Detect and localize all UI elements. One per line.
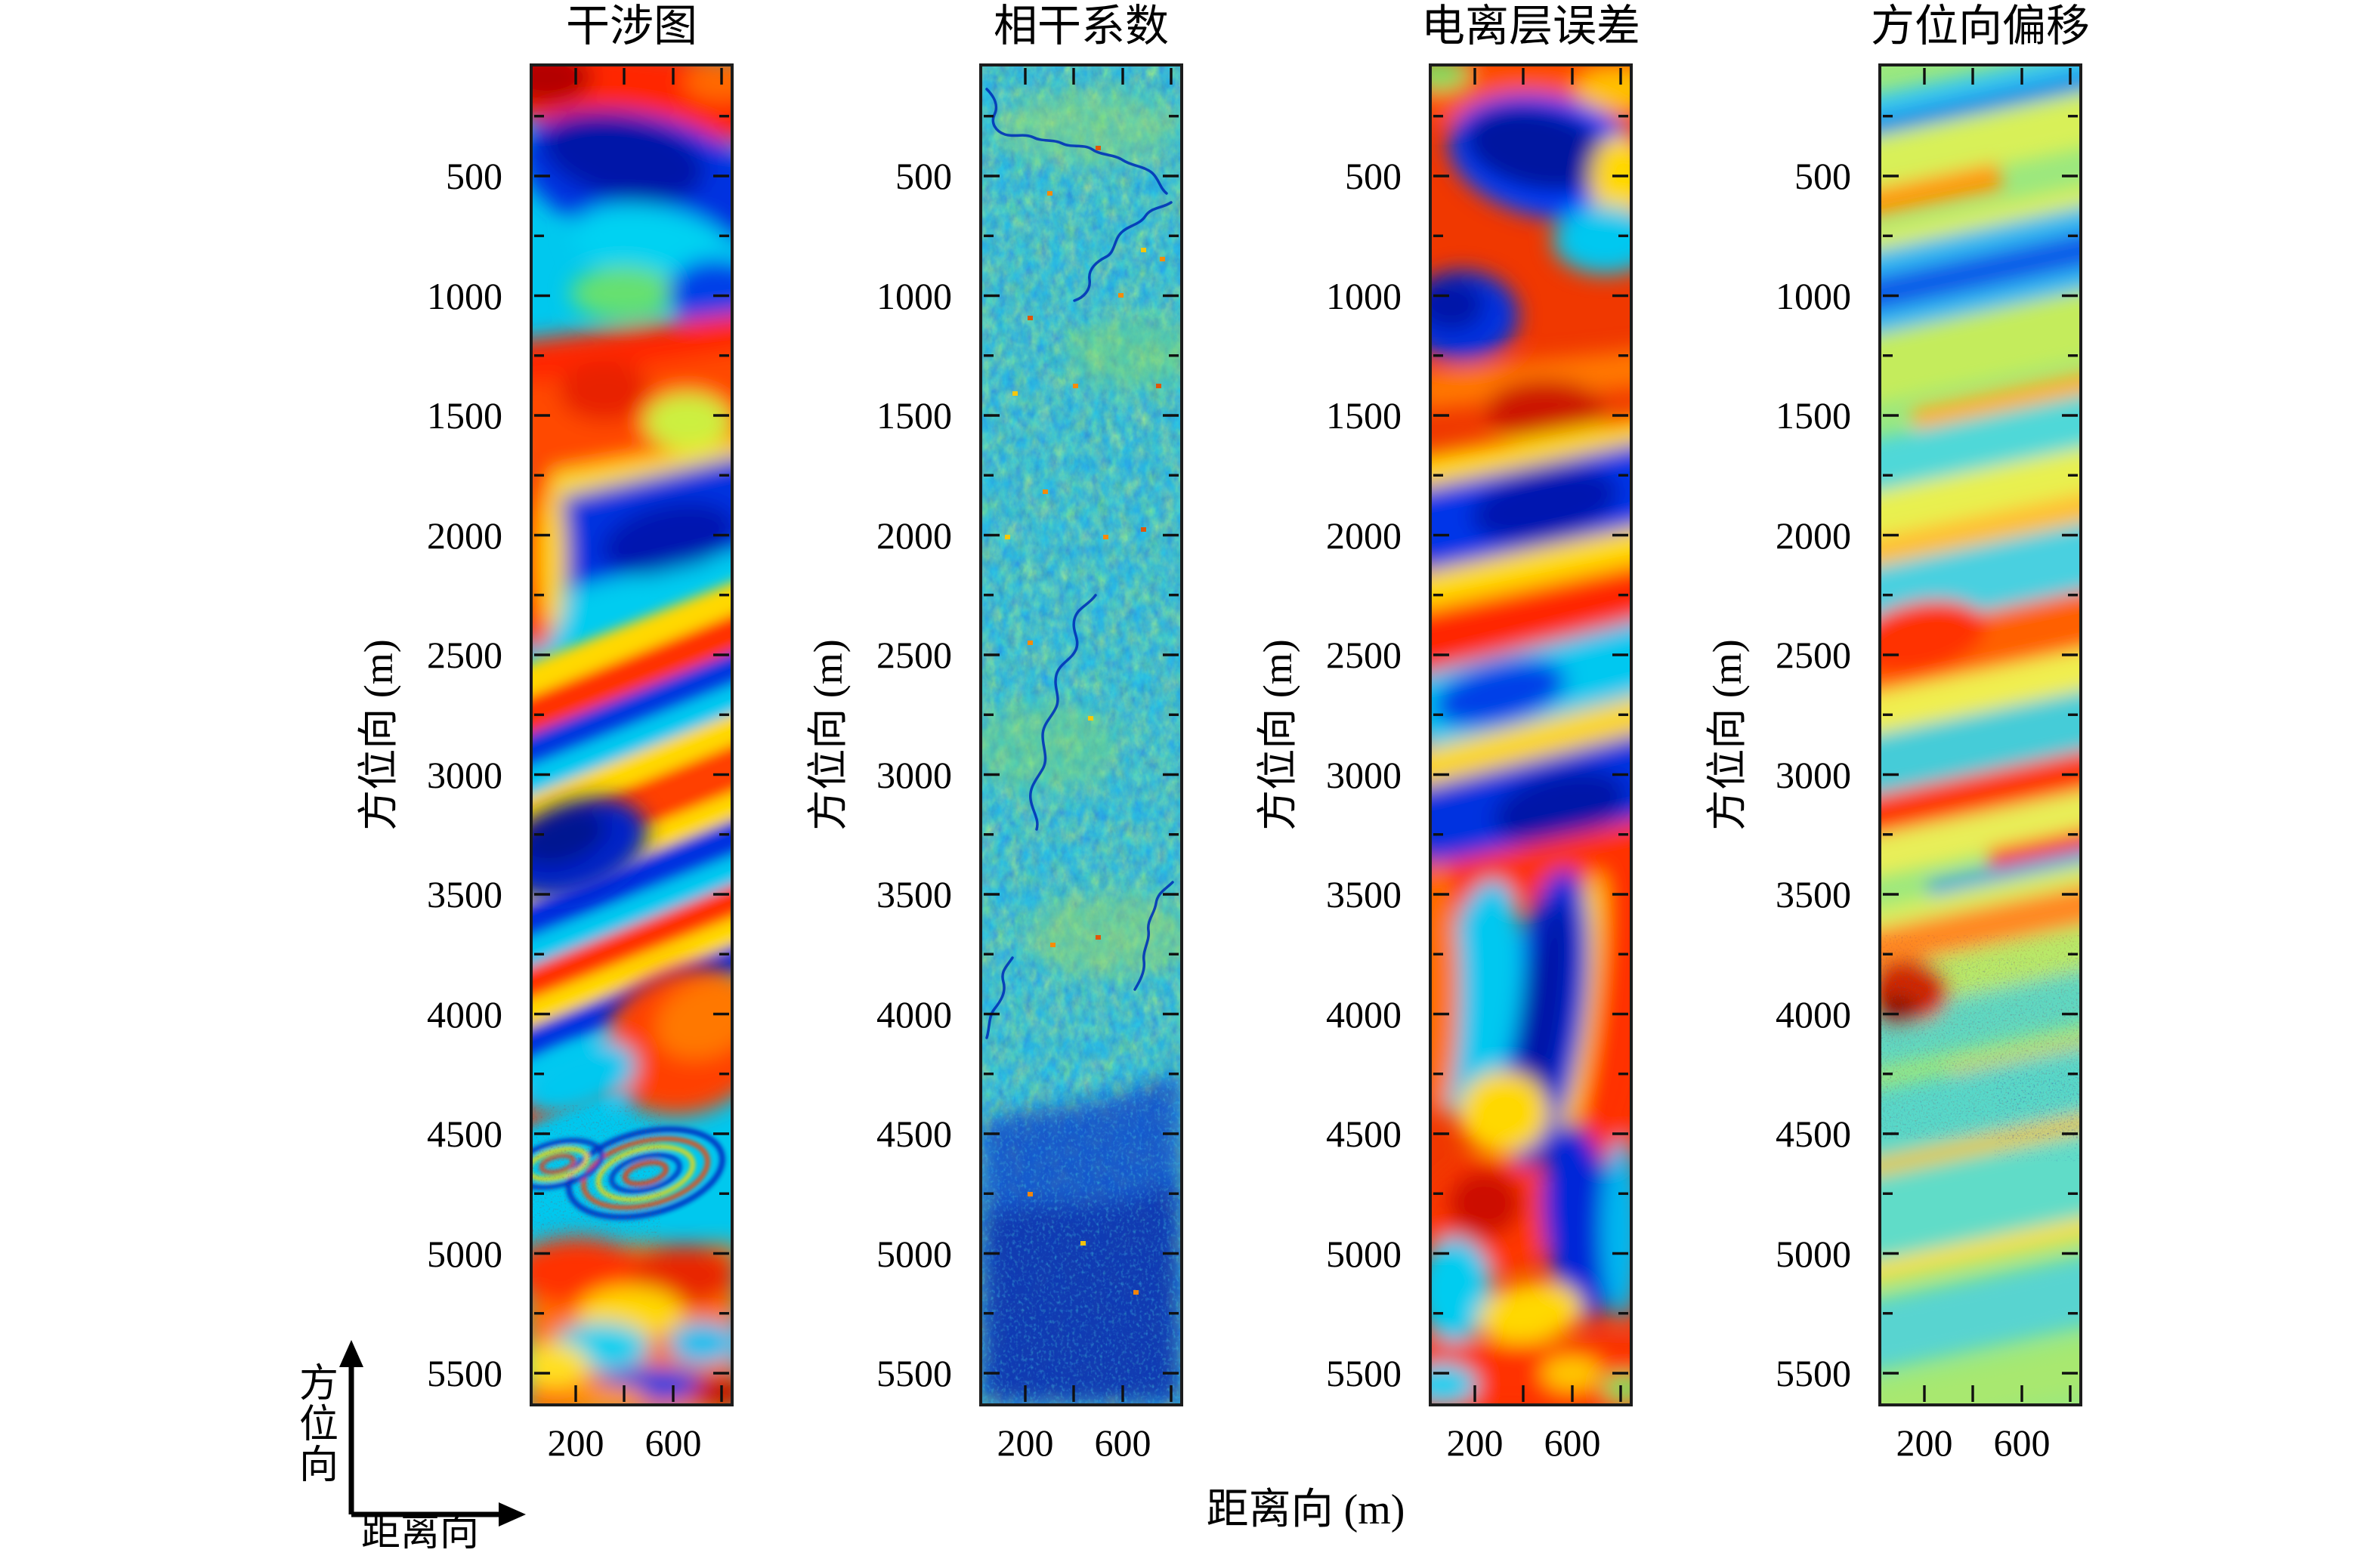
y-tick-label: 5000 bbox=[1326, 1232, 1402, 1275]
y-tick-label: 1000 bbox=[876, 274, 952, 317]
y-tick-label: 2500 bbox=[1776, 634, 1851, 676]
y-axis-label-1: 方位向 (m) bbox=[356, 639, 401, 831]
y-tick-label: 1000 bbox=[1776, 274, 1851, 317]
y-tick-label: 2500 bbox=[876, 634, 952, 676]
y-tick-label: 5500 bbox=[1776, 1352, 1851, 1394]
y-tick-label: 5000 bbox=[1776, 1232, 1851, 1275]
y-tick-label: 3000 bbox=[1326, 753, 1402, 796]
direction-legend-range-label: 距离向 bbox=[361, 1511, 480, 1554]
panel-title-iono-error: 电离层误差 bbox=[1420, 2, 1640, 51]
high-coherence-specks bbox=[1005, 146, 1165, 1295]
y-axis-label-2: 方位向 (m) bbox=[805, 639, 851, 831]
y-tick-label: 500 bbox=[1794, 155, 1851, 197]
y-tick-label: 3500 bbox=[427, 873, 502, 915]
azimuth-shift-heatmap bbox=[1881, 66, 2079, 1403]
y-tick-label: 1000 bbox=[427, 274, 502, 317]
y-tick-label: 5000 bbox=[427, 1232, 502, 1275]
y-tick-label: 4500 bbox=[1326, 1113, 1402, 1155]
y-tick-label: 3000 bbox=[427, 753, 502, 796]
heatmap-panel-iono-error bbox=[1429, 63, 1633, 1406]
x-tick-label: 200 bbox=[547, 1422, 604, 1464]
y-tick-label: 5500 bbox=[427, 1352, 502, 1394]
y-tick-label: 4500 bbox=[1776, 1113, 1851, 1155]
right-arrow-icon bbox=[499, 1502, 526, 1527]
direction-legend-arrows bbox=[339, 1340, 526, 1527]
heatmap-panel-coherence bbox=[979, 63, 1183, 1406]
y-tick-label: 2000 bbox=[1776, 514, 1851, 557]
y-tick-label: 500 bbox=[895, 155, 952, 197]
y-tick-label: 1500 bbox=[427, 394, 502, 437]
panel-title-coherence: 相干系数 bbox=[993, 2, 1169, 51]
iono-error-heatmap bbox=[1432, 66, 1630, 1403]
y-tick-label: 2500 bbox=[1326, 634, 1402, 676]
x-tick-label: 200 bbox=[1446, 1422, 1504, 1464]
low-coherence-river-lines bbox=[985, 88, 1174, 1039]
y-tick-label: 1500 bbox=[876, 394, 952, 437]
y-tick-label: 2000 bbox=[427, 514, 502, 557]
y-tick-label: 500 bbox=[446, 155, 502, 197]
x-tick-label: 200 bbox=[1896, 1422, 1953, 1464]
y-tick-label: 2000 bbox=[1326, 514, 1402, 557]
heatmap-panel-interferogram bbox=[530, 63, 734, 1406]
x-tick-label: 200 bbox=[997, 1422, 1054, 1464]
x-axis-label: 距离向 (m) bbox=[1206, 1486, 1405, 1533]
interferogram-heatmap bbox=[533, 66, 731, 1403]
y-tick-label: 5500 bbox=[1326, 1352, 1402, 1394]
y-tick-label: 4000 bbox=[427, 993, 502, 1036]
y-tick-label: 500 bbox=[1345, 155, 1402, 197]
x-tick-label: 600 bbox=[1544, 1422, 1601, 1464]
y-tick-label: 4500 bbox=[876, 1113, 952, 1155]
y-tick-label: 3500 bbox=[1776, 873, 1851, 915]
y-tick-label: 1500 bbox=[1776, 394, 1851, 437]
heatmap-panel-azimuth-shift bbox=[1878, 63, 2082, 1406]
y-axis-label-3: 方位向 (m) bbox=[1255, 639, 1300, 831]
y-tick-label: 4000 bbox=[1326, 993, 1402, 1036]
y-tick-label: 3500 bbox=[1326, 873, 1402, 915]
y-tick-label: 4000 bbox=[876, 993, 952, 1036]
y-tick-label: 2000 bbox=[876, 514, 952, 557]
x-tick-label: 600 bbox=[1094, 1422, 1151, 1464]
y-tick-label: 1500 bbox=[1326, 394, 1402, 437]
panel-title-azimuth-shift: 方位向偏移 bbox=[1870, 2, 2090, 51]
y-axis-label-4: 方位向 (m) bbox=[1705, 639, 1750, 831]
x-tick-label: 600 bbox=[644, 1422, 702, 1464]
y-tick-label: 3000 bbox=[876, 753, 952, 796]
y-tick-label: 3000 bbox=[1776, 753, 1851, 796]
y-tick-label: 4000 bbox=[1776, 993, 1851, 1036]
direction-legend-azimuth-label: 方位向 bbox=[298, 1363, 338, 1487]
y-tick-label: 5500 bbox=[876, 1352, 952, 1394]
y-tick-label: 4500 bbox=[427, 1113, 502, 1155]
y-tick-label: 2500 bbox=[427, 634, 502, 676]
coherence-heatmap bbox=[982, 66, 1180, 1403]
y-tick-label: 3500 bbox=[876, 873, 952, 915]
up-arrow-icon bbox=[339, 1340, 363, 1367]
panel-title-interferogram: 干涉图 bbox=[565, 2, 697, 51]
y-tick-label: 1000 bbox=[1326, 274, 1402, 317]
x-tick-label: 600 bbox=[1993, 1422, 2051, 1464]
y-tick-label: 5000 bbox=[876, 1232, 952, 1275]
